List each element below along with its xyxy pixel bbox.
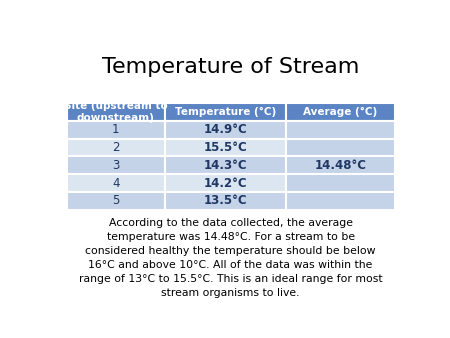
Bar xyxy=(67,174,165,192)
Bar xyxy=(286,156,395,174)
Bar xyxy=(165,174,286,192)
Bar xyxy=(165,103,286,121)
Text: 3: 3 xyxy=(112,159,120,172)
Text: Temperature (°C): Temperature (°C) xyxy=(175,107,276,117)
Text: 5: 5 xyxy=(112,194,120,207)
Bar xyxy=(67,156,165,174)
Bar xyxy=(67,103,165,121)
Text: Temperature of Stream: Temperature of Stream xyxy=(102,56,359,77)
Bar xyxy=(286,192,395,210)
Text: 14.3°C: 14.3°C xyxy=(204,159,248,172)
Bar xyxy=(286,139,395,156)
Bar xyxy=(67,121,165,139)
Text: 14.9°C: 14.9°C xyxy=(204,123,248,136)
Bar xyxy=(286,103,395,121)
Text: 13.5°C: 13.5°C xyxy=(204,194,248,207)
Text: 14.48°C: 14.48°C xyxy=(315,159,366,172)
Bar xyxy=(165,121,286,139)
Bar xyxy=(165,156,286,174)
Bar xyxy=(286,121,395,139)
Text: 15.5°C: 15.5°C xyxy=(204,141,248,154)
Bar xyxy=(165,139,286,156)
Text: 4: 4 xyxy=(112,176,120,190)
Text: Average (°C): Average (°C) xyxy=(303,107,378,117)
Text: 14.2°C: 14.2°C xyxy=(204,176,248,190)
Text: Site (upstream to
downstream): Site (upstream to downstream) xyxy=(64,101,168,123)
Bar xyxy=(67,139,165,156)
Text: According to the data collected, the average
temperature was 14.48°C. For a stre: According to the data collected, the ave… xyxy=(79,218,382,297)
Text: 1: 1 xyxy=(112,123,120,136)
Bar xyxy=(67,192,165,210)
Text: 2: 2 xyxy=(112,141,120,154)
Bar xyxy=(286,174,395,192)
Bar xyxy=(165,192,286,210)
